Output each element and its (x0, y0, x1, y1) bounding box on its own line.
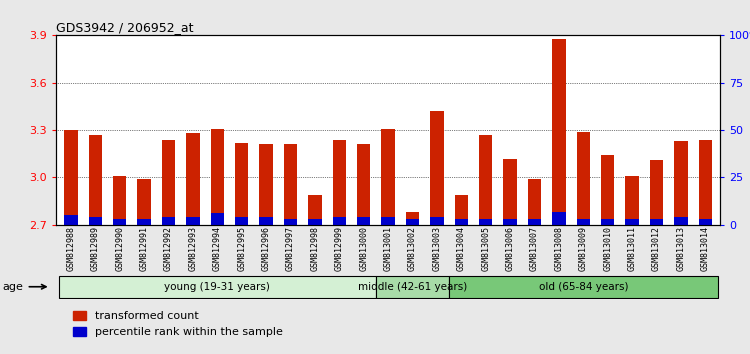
Bar (308, 195, 322, 225)
Bar (235, 143, 248, 225)
Bar (650, 160, 663, 225)
Text: old (65-84 years): old (65-84 years) (538, 282, 628, 292)
Bar (382, 129, 394, 225)
Bar (113, 219, 127, 225)
Bar (88, 135, 102, 225)
Bar (186, 217, 200, 225)
Bar (284, 219, 297, 225)
Bar (674, 217, 688, 225)
Bar (454, 195, 468, 225)
Bar (626, 219, 639, 225)
Bar (601, 155, 614, 225)
Bar (211, 213, 224, 225)
Bar (650, 219, 663, 225)
Bar (479, 135, 493, 225)
Bar (674, 141, 688, 225)
Bar (162, 217, 176, 225)
Text: young (19-31 years): young (19-31 years) (164, 282, 270, 292)
Bar (332, 217, 346, 225)
Bar (357, 144, 370, 225)
Bar (137, 179, 151, 225)
Bar (699, 139, 712, 225)
Bar (601, 219, 614, 225)
Bar (626, 176, 639, 225)
Bar (186, 133, 200, 225)
Bar (528, 179, 542, 225)
Bar (260, 144, 273, 225)
Bar (357, 217, 370, 225)
Bar (577, 219, 590, 225)
Text: middle (42-61 years): middle (42-61 years) (358, 282, 467, 292)
Bar (137, 219, 151, 225)
Bar (503, 159, 517, 225)
Bar (406, 212, 419, 225)
FancyBboxPatch shape (58, 275, 376, 298)
Bar (479, 219, 493, 225)
Bar (235, 217, 248, 225)
Bar (699, 219, 712, 225)
Bar (552, 212, 566, 225)
Bar (332, 139, 346, 225)
Bar (284, 144, 297, 225)
Bar (88, 217, 102, 225)
Bar (552, 39, 566, 225)
Text: age: age (3, 282, 46, 292)
Bar (211, 129, 224, 225)
Bar (382, 217, 394, 225)
Bar (162, 139, 176, 225)
Bar (113, 176, 127, 225)
Bar (260, 217, 273, 225)
FancyBboxPatch shape (376, 275, 449, 298)
FancyBboxPatch shape (449, 275, 718, 298)
Bar (528, 219, 542, 225)
Bar (503, 219, 517, 225)
Bar (64, 215, 77, 225)
Bar (430, 217, 444, 225)
Bar (406, 219, 419, 225)
Legend: transformed count, percentile rank within the sample: transformed count, percentile rank withi… (68, 307, 287, 342)
Bar (577, 132, 590, 225)
Bar (430, 111, 444, 225)
Bar (308, 219, 322, 225)
Bar (454, 219, 468, 225)
Text: GDS3942 / 206952_at: GDS3942 / 206952_at (56, 21, 194, 34)
Bar (64, 130, 77, 225)
